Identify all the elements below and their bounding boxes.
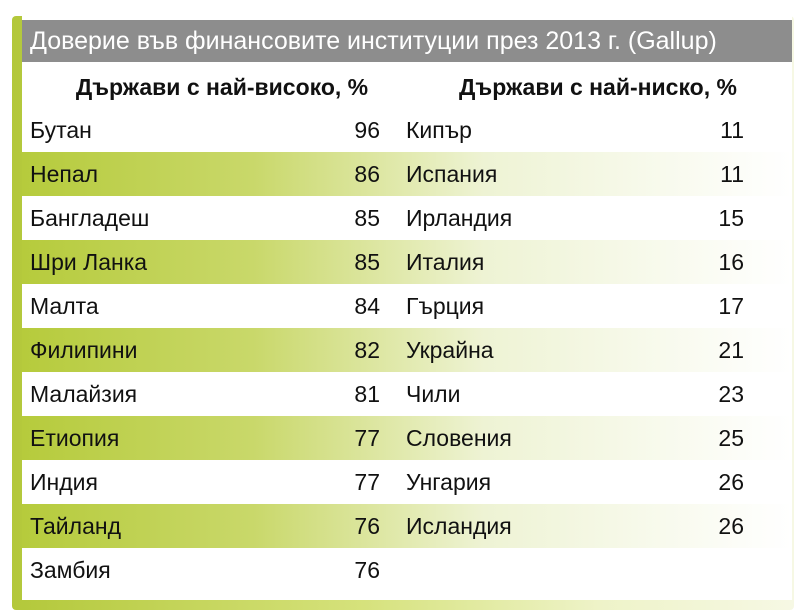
value: 17 (718, 293, 744, 319)
value: 96 (354, 117, 380, 143)
country-name: Украйна (406, 337, 494, 363)
value: 26 (718, 469, 744, 495)
table-row: Малта 84 Гърция 17 (22, 284, 792, 328)
table-row: Индия 77 Унгария 26 (22, 460, 792, 504)
table-frame: Доверие във финансовите институции през … (12, 16, 794, 610)
value: 16 (718, 249, 744, 275)
country-name: Италия (406, 249, 485, 275)
value: 86 (354, 161, 380, 187)
value: 84 (354, 293, 380, 319)
country-name: Унгария (406, 469, 492, 495)
table-row: Малайзия 81 Чили 23 (22, 372, 792, 416)
country-name: Малайзия (30, 381, 138, 407)
value: 77 (354, 425, 380, 451)
country-name: Тайланд (30, 513, 121, 539)
table-body (22, 16, 792, 600)
value: 76 (354, 513, 380, 539)
column-header: Държави с най-ниско, % (459, 74, 737, 100)
country-name: Испания (406, 161, 498, 187)
table-row: Тайланд 76 Исландия 26 (22, 504, 792, 548)
country-name: Малта (30, 293, 99, 319)
country-name: Исландия (406, 513, 512, 539)
table-row: Непал 86 Испания 11 (22, 152, 792, 196)
table-row: Шри Ланка 85 Италия 16 (22, 240, 792, 284)
country-name: Филипини (30, 337, 138, 363)
table-row: Филипини 82 Украйна 21 (22, 328, 792, 372)
column-header: Държави с най-високо, % (75, 74, 369, 100)
table-row: Бутан 96 Кипър 11 (22, 108, 792, 152)
country-name: Непал (30, 161, 99, 187)
country-name: Етиопия (30, 425, 120, 451)
value: 77 (354, 469, 380, 495)
value: 81 (354, 381, 380, 407)
value: 11 (720, 117, 744, 143)
value: 11 (720, 161, 744, 187)
value: 85 (354, 205, 380, 231)
country-name: Гърция (406, 293, 485, 319)
country-name: Словения (406, 425, 512, 451)
value: 23 (718, 381, 744, 407)
value: 26 (718, 513, 744, 539)
value: 82 (354, 337, 380, 363)
table-row: Етиопия 77 Словения 25 (22, 416, 792, 460)
country-name: Кипър (406, 117, 472, 143)
value: 15 (718, 205, 744, 231)
value: 85 (354, 249, 380, 275)
value: 76 (354, 557, 380, 583)
country-name: Бутан (30, 117, 92, 143)
table-title: Доверие във финансовите институции през … (22, 20, 792, 62)
table-row: Замбия 76 (22, 548, 792, 592)
country-name: Индия (30, 469, 98, 495)
table-row: Бангладеш 85 Ирландия 15 (22, 196, 792, 240)
country-name: Ирландия (406, 205, 513, 231)
value: 21 (718, 337, 744, 363)
country-name: Чили (406, 381, 461, 407)
country-name: Замбия (30, 557, 111, 583)
country-name: Бангладеш (30, 205, 150, 231)
country-name: Шри Ланка (30, 249, 148, 275)
value: 25 (718, 425, 744, 451)
